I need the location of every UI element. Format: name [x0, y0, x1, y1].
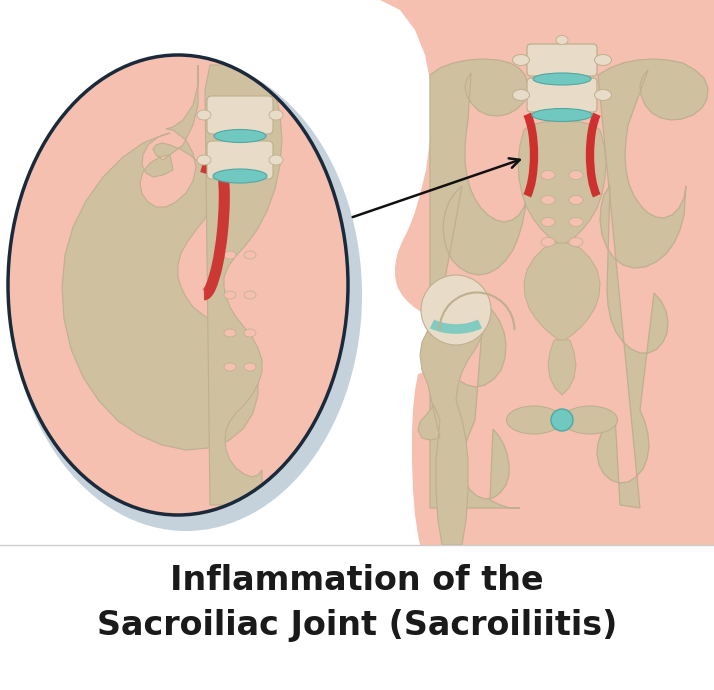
Ellipse shape: [244, 329, 256, 337]
Ellipse shape: [541, 237, 555, 246]
Ellipse shape: [569, 170, 583, 179]
Ellipse shape: [269, 110, 283, 120]
Ellipse shape: [595, 55, 611, 66]
Ellipse shape: [541, 217, 555, 226]
Ellipse shape: [513, 55, 530, 66]
Ellipse shape: [569, 237, 583, 246]
Ellipse shape: [197, 110, 211, 120]
Ellipse shape: [533, 73, 591, 85]
Ellipse shape: [569, 217, 583, 226]
Polygon shape: [205, 65, 282, 505]
Circle shape: [421, 275, 491, 345]
Ellipse shape: [224, 251, 236, 259]
Ellipse shape: [213, 169, 267, 183]
Ellipse shape: [224, 329, 236, 337]
Ellipse shape: [556, 35, 568, 44]
Polygon shape: [470, 0, 714, 545]
Ellipse shape: [556, 70, 568, 79]
Polygon shape: [430, 59, 528, 508]
Ellipse shape: [244, 251, 256, 259]
Ellipse shape: [569, 195, 583, 204]
Polygon shape: [524, 243, 600, 342]
Polygon shape: [518, 121, 606, 245]
Ellipse shape: [197, 155, 211, 165]
Ellipse shape: [541, 170, 555, 179]
Polygon shape: [597, 59, 708, 508]
FancyBboxPatch shape: [527, 78, 597, 112]
Text: Sacroiliac Joint (Sacroiliitis): Sacroiliac Joint (Sacroiliitis): [97, 609, 617, 642]
Ellipse shape: [551, 409, 573, 431]
FancyBboxPatch shape: [527, 44, 597, 76]
FancyBboxPatch shape: [207, 141, 273, 179]
Ellipse shape: [532, 108, 592, 121]
Ellipse shape: [595, 90, 611, 101]
FancyBboxPatch shape: [207, 96, 273, 134]
Ellipse shape: [10, 59, 362, 531]
Polygon shape: [62, 65, 258, 450]
Text: Inflammation of the: Inflammation of the: [170, 564, 544, 596]
Ellipse shape: [506, 406, 561, 434]
Ellipse shape: [563, 406, 618, 434]
Ellipse shape: [244, 291, 256, 299]
Ellipse shape: [513, 90, 530, 101]
Ellipse shape: [244, 363, 256, 371]
Ellipse shape: [8, 55, 348, 515]
Polygon shape: [365, 0, 714, 545]
Ellipse shape: [224, 363, 236, 371]
Polygon shape: [548, 340, 576, 395]
Ellipse shape: [214, 130, 266, 143]
Ellipse shape: [541, 195, 555, 204]
Ellipse shape: [269, 155, 283, 165]
Ellipse shape: [224, 291, 236, 299]
Polygon shape: [418, 295, 484, 545]
